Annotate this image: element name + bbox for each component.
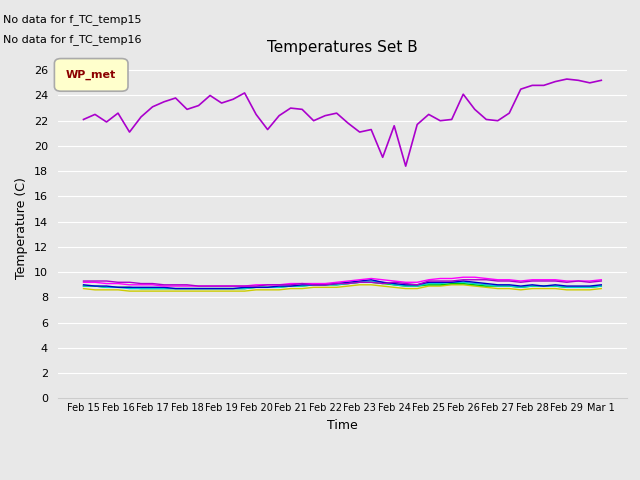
X-axis label: Time: Time	[327, 419, 358, 432]
Legend: TC_B -32cm, TC_B -16cm, TC_B -8cm, TC_B -4cm, TC_B -2cm, TC_B +4cm: TC_B -32cm, TC_B -16cm, TC_B -8cm, TC_B …	[80, 476, 605, 480]
Title: Temperatures Set B: Temperatures Set B	[267, 40, 418, 55]
Text: WP_met: WP_met	[66, 70, 116, 80]
Text: No data for f_TC_temp15: No data for f_TC_temp15	[3, 14, 141, 25]
Y-axis label: Temperature (C): Temperature (C)	[15, 177, 28, 279]
Text: No data for f_TC_temp16: No data for f_TC_temp16	[3, 34, 141, 45]
